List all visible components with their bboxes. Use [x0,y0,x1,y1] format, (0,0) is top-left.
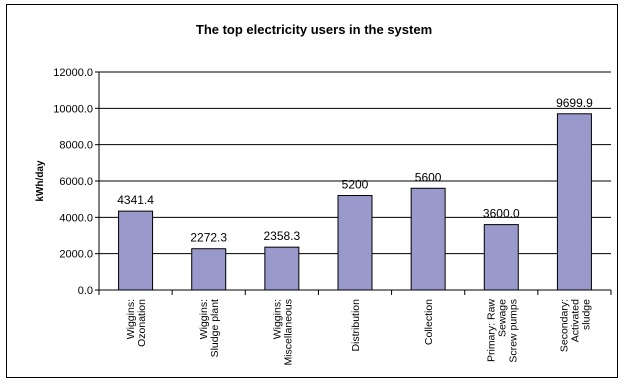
x-tick-labels: Wiggins: Ozonation Wiggins: Sludge plant Wig… [125,299,592,366]
x-tick-label: Distribution [350,299,362,352]
x-tick-label-line: Ozonation [136,299,148,347]
bar [556,113,592,291]
y-tick-label: 12000.0 [53,67,93,79]
data-labels: 4341.4 2272.3 2358.3 5200 5600 3600.0 9699.9 [117,96,593,245]
x-tick-label: Collection [423,299,435,345]
data-label: 2272.3 [190,231,227,245]
x-tick-label-line: Collection [423,299,435,345]
y-tick-label: 8000.0 [59,140,93,152]
x-tick-label-line: Sewage [496,299,508,337]
x-tick-label-line: Distribution [350,299,362,352]
y-tick-label: 6000.0 [59,176,93,188]
chart-title: The top electricity users in the system [196,22,432,37]
y-tick-label: 10000.0 [53,103,93,115]
bar [118,210,154,291]
x-tick-label-line: Wiggins: [125,299,137,339]
x-tick-label-line: Wiggins: [198,299,210,339]
y-tick-label: 2000.0 [59,249,93,261]
y-tick-label: 4000.0 [59,212,93,224]
bar [483,224,519,291]
x-tick-label-line: Miscellaneous [282,299,294,366]
x-tick-label: Wiggins: Miscellaneous [271,299,294,366]
bar [264,246,300,291]
grid-lines [99,71,611,255]
bars [118,113,592,291]
bar [191,248,227,291]
x-tick-label: Primary: Raw Sewage Screw pumps [485,299,519,363]
x-tick-label-line: Primary: Raw [485,299,497,362]
x-tick-label-line: Secondary: [558,299,570,352]
bar [410,187,446,291]
data-label: 3600.0 [483,207,520,221]
x-tick-label-line: sludge [580,299,592,330]
x-tick-label: Secondary: Activated sludge [558,299,592,352]
x-tick-label: Wiggins: Ozonation [125,299,148,347]
data-label: 2358.3 [264,229,301,243]
y-tick-labels: 0.0 2000.0 4000.0 6000.0 8000.0 10000.0 12000.… [53,67,93,297]
y-axis-label: kWh/day [35,160,46,202]
data-label: 5600 [415,170,442,184]
axes [95,71,612,295]
data-label: 5200 [342,178,369,192]
data-label: 4341.4 [117,193,154,207]
x-tick-label-line: Activated [569,299,581,342]
x-tick-label-line: Wiggins: [271,299,283,339]
bar [337,195,373,291]
y-tick-label: 0.0 [78,285,93,297]
x-tick-label-line: Sludge plant [209,299,221,357]
data-label: 9699.9 [556,96,593,110]
x-tick-label: Wiggins: Sludge plant [198,299,221,357]
x-tick-label-line: Screw pumps [507,299,519,363]
chart-frame [6,4,618,378]
